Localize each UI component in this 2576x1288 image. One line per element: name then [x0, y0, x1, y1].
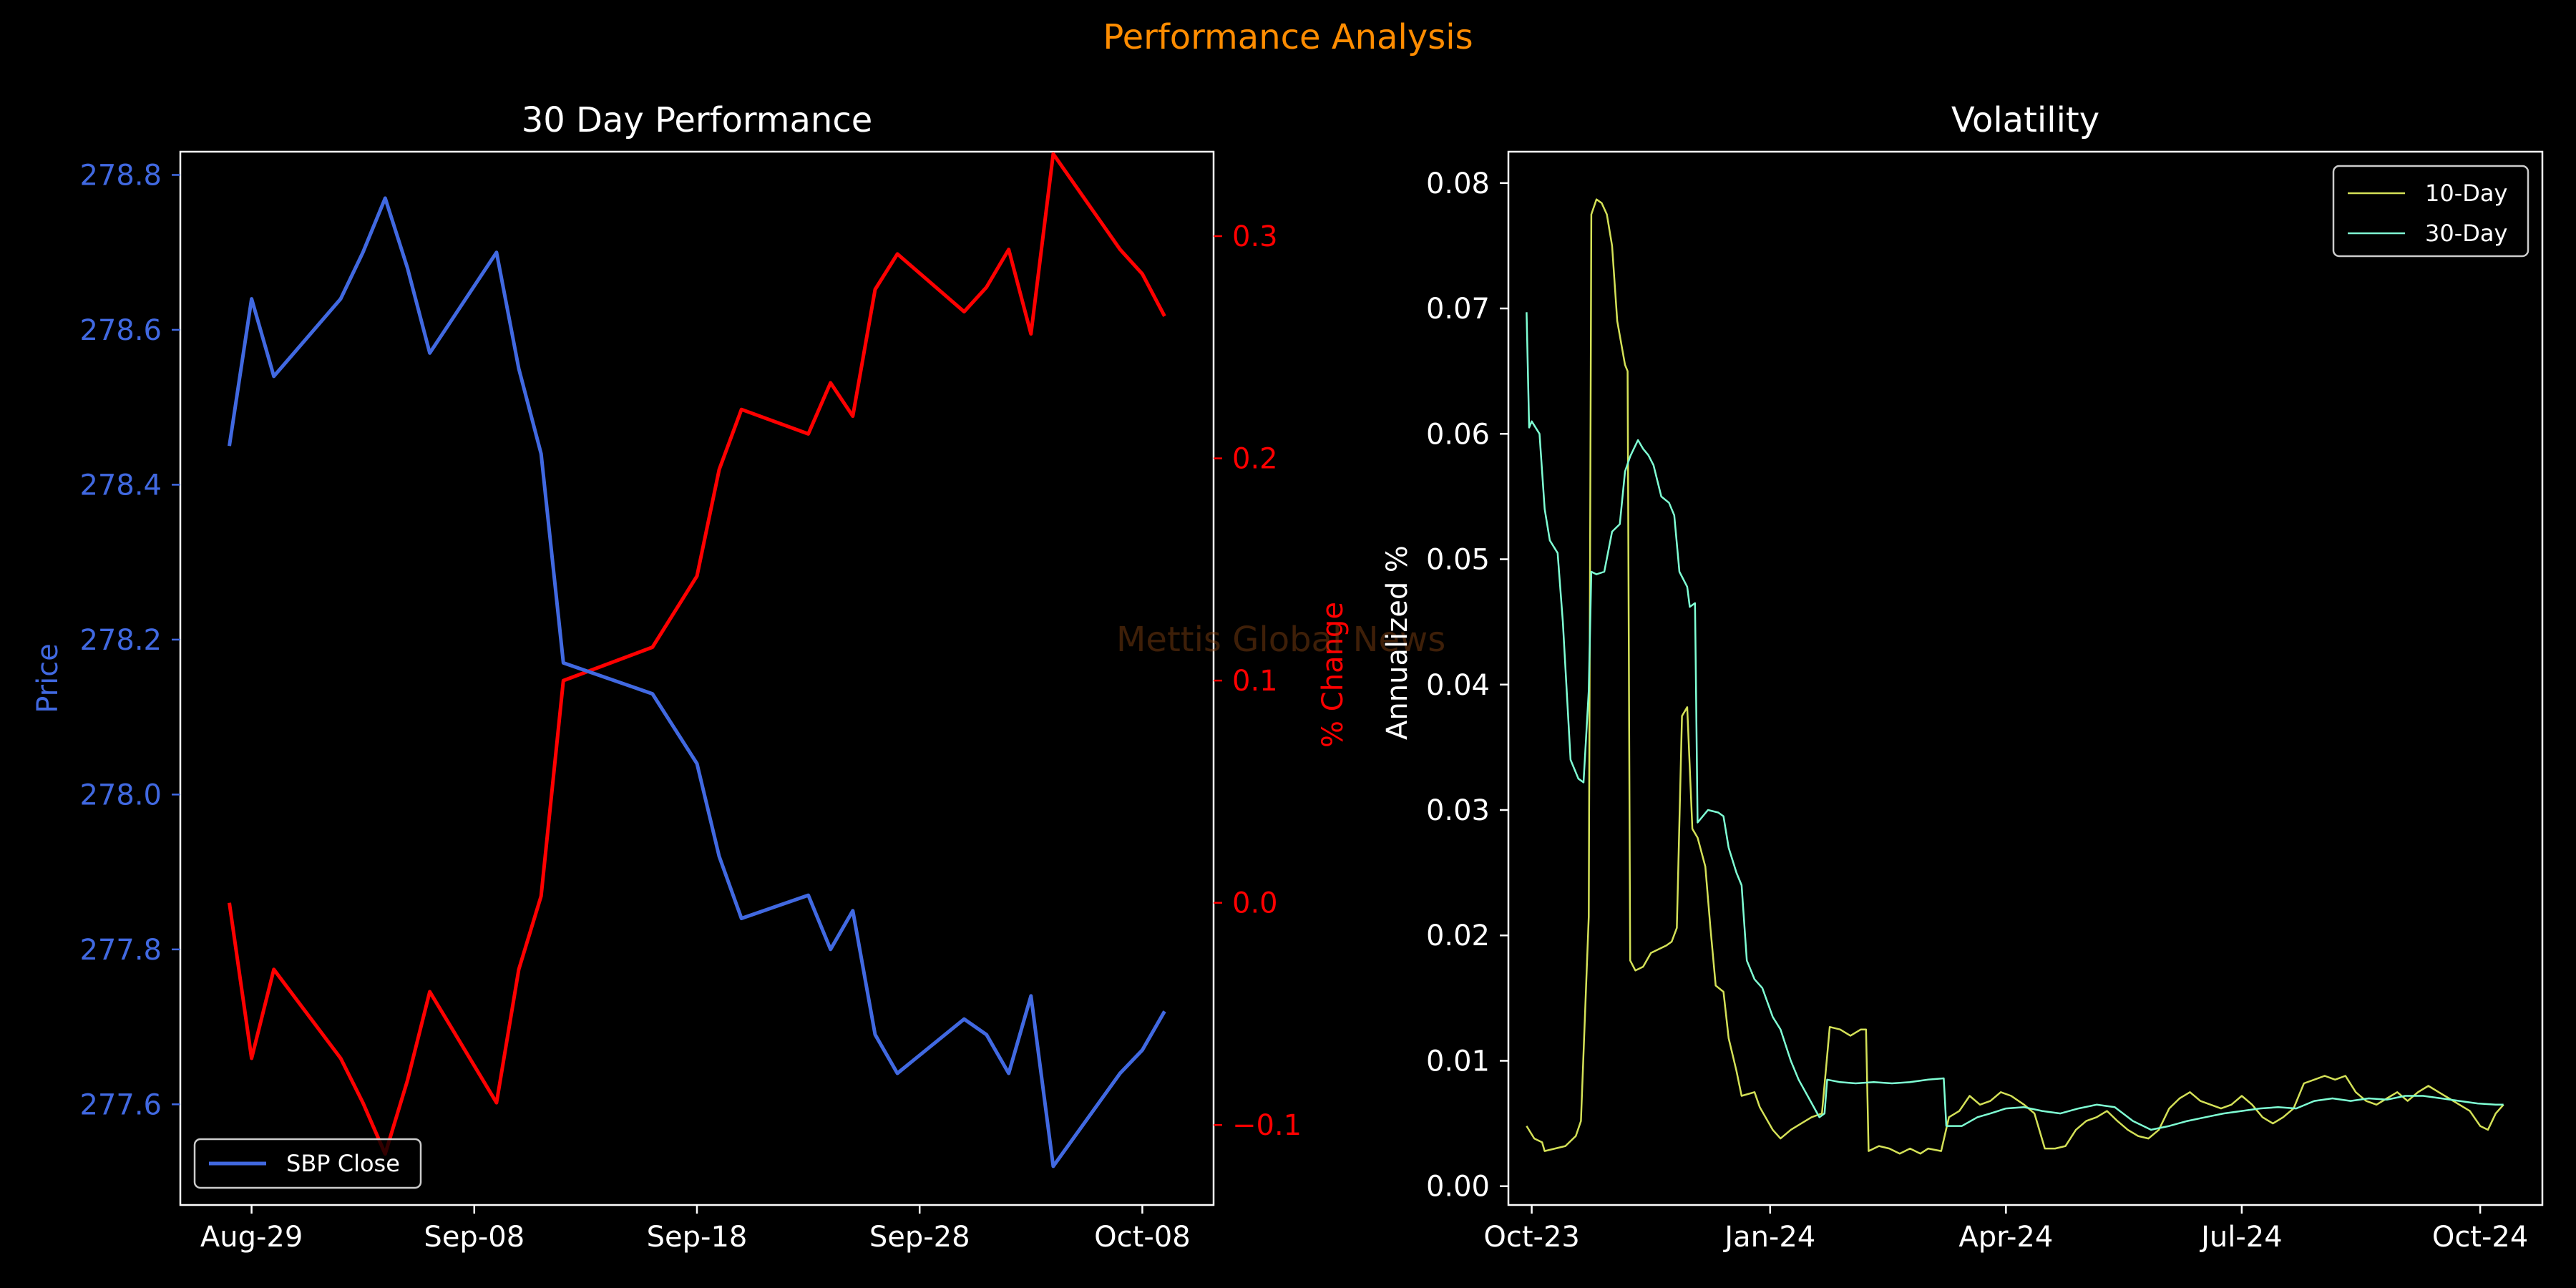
- price-tick-label: 278.8: [79, 159, 162, 192]
- vol-y-tick-label: 0.05: [1426, 544, 1490, 577]
- vol-x-tick-label: Apr-24: [1958, 1221, 2053, 1254]
- vol-y-tick-label: 0.08: [1426, 167, 1490, 200]
- performance-chart-title: 30 Day Performance: [522, 100, 873, 140]
- pct-axis-label: % Change: [1317, 602, 1350, 748]
- legend-label-30-day: 30-Day: [2425, 220, 2507, 247]
- price-tick-label: 278.4: [79, 469, 162, 502]
- price-tick-label: 278.2: [79, 624, 162, 657]
- vol-y-tick-label: 0.04: [1426, 669, 1490, 702]
- vol-30-day-line: [1526, 312, 2504, 1131]
- vol-10-day-line: [1526, 198, 2504, 1155]
- volatility-chart-title: Volatility: [1951, 100, 2099, 140]
- vol-x-tick-label: Jul-24: [2199, 1221, 2283, 1254]
- pct-tick-label: 0.0: [1232, 887, 1278, 920]
- price-tick-label: 278.6: [79, 314, 162, 347]
- vol-y-tick-label: 0.07: [1426, 293, 1490, 326]
- vol-x-tick-label: Oct-24: [2432, 1221, 2529, 1254]
- x-tick-label: Aug-29: [200, 1221, 303, 1254]
- x-tick-label: Sep-18: [647, 1221, 748, 1254]
- legend-box-left: [193, 1138, 422, 1189]
- vol-y-tick-label: 0.00: [1426, 1171, 1490, 1204]
- price-axis-label: Price: [31, 643, 64, 713]
- vol-y-tick-label: 0.02: [1426, 919, 1490, 952]
- price-tick-label: 277.6: [79, 1088, 162, 1121]
- price-tick-label: 277.8: [79, 934, 162, 967]
- watermark-text: Mettis Global News: [1116, 620, 1446, 660]
- legend-label-sbp-close: SBP Close: [286, 1150, 400, 1177]
- pct-tick-label: 0.2: [1232, 443, 1278, 476]
- pct-change-line: [228, 152, 1166, 1156]
- vol-y-tick-label: 0.01: [1426, 1045, 1490, 1078]
- vol-axis-label: Annualized %: [1381, 545, 1414, 740]
- x-tick-label: Sep-08: [424, 1221, 525, 1254]
- x-tick-label: Sep-28: [869, 1221, 970, 1254]
- sbp-close-line: [228, 196, 1166, 1169]
- price-tick-label: 278.0: [79, 779, 162, 811]
- plot-frame-right: [1507, 150, 2544, 1206]
- figure-title: Performance Analysis: [1103, 17, 1473, 57]
- x-tick-label: Oct-08: [1094, 1221, 1191, 1254]
- vol-x-tick-label: Oct-23: [1483, 1221, 1580, 1254]
- pct-tick-label: 0.1: [1232, 665, 1278, 698]
- pct-tick-label: 0.3: [1232, 220, 1278, 253]
- vol-y-tick-label: 0.03: [1426, 794, 1490, 827]
- pct-tick-label: −0.1: [1232, 1109, 1302, 1142]
- vol-x-tick-label: Jan-24: [1722, 1221, 1815, 1254]
- legend-label-10-day: 10-Day: [2425, 180, 2507, 207]
- vol-y-tick-label: 0.06: [1426, 418, 1490, 451]
